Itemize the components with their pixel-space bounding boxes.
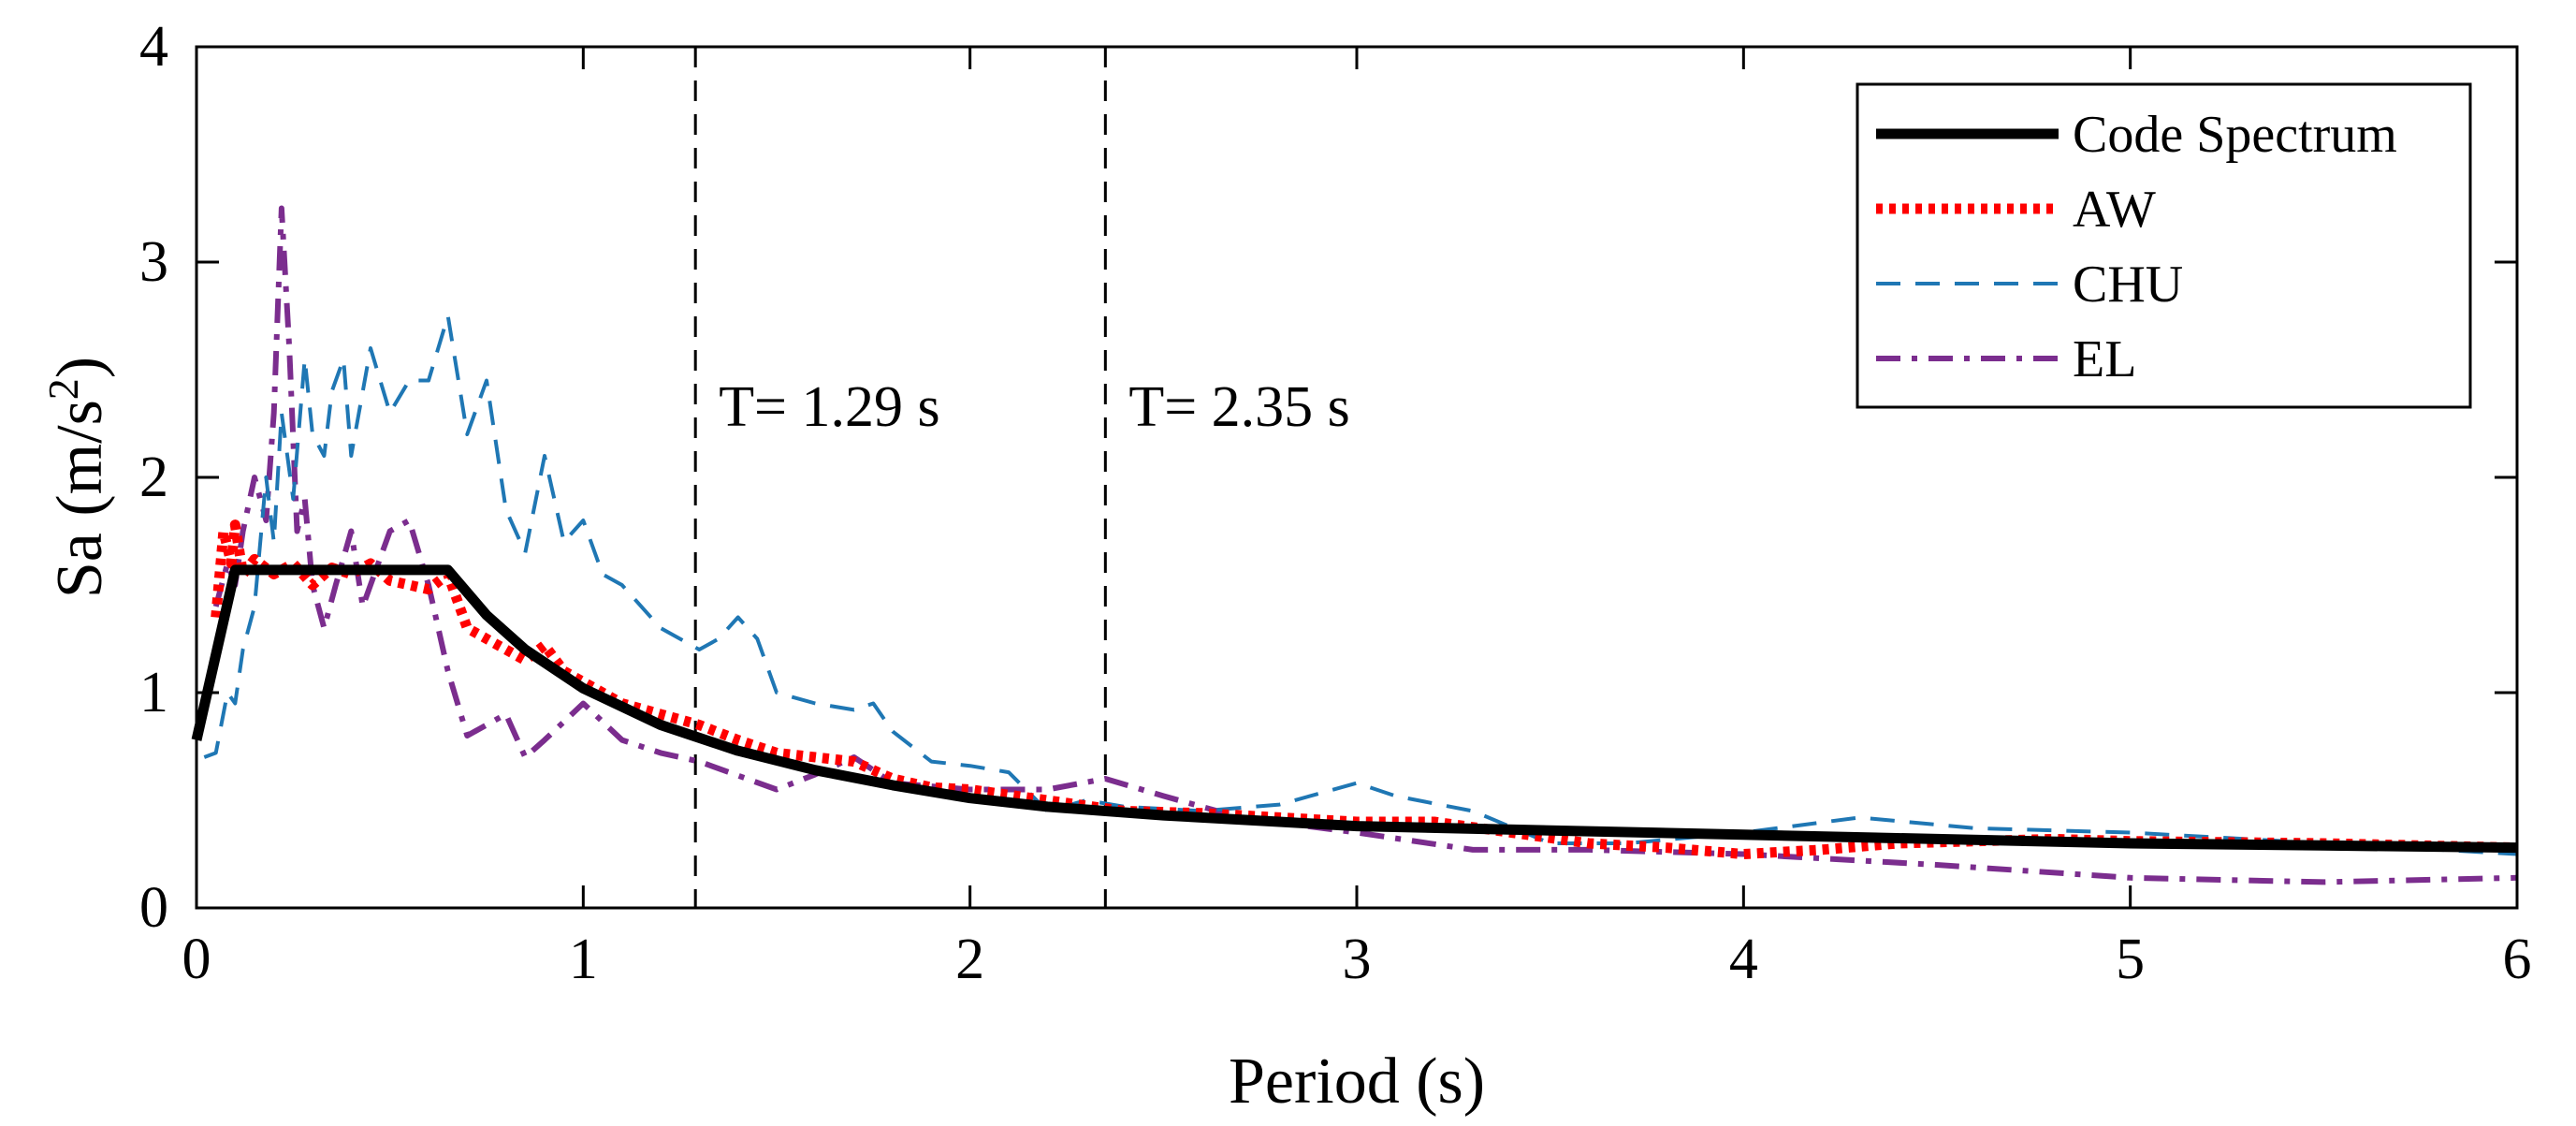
- legend: Code Spectrum AW CHU EL: [1856, 82, 2472, 409]
- series-layer: [191, 205, 2518, 885]
- y-axis-title: Sa (m/s2): [39, 357, 117, 598]
- y-axis-title-main: Sa (m/s: [44, 400, 116, 598]
- series-line-code-spectrum: [191, 564, 2518, 854]
- y-tick-label: 2: [139, 446, 168, 509]
- y-tick-label: 1: [139, 661, 168, 724]
- x-tick-label: 6: [2503, 928, 2532, 991]
- y-tick-label: 3: [139, 230, 168, 294]
- y-axis-title-superscript: 2: [39, 378, 87, 400]
- reference-line-label: T= 2.35 s: [1128, 375, 1349, 439]
- x-tick-label: 0: [182, 928, 211, 991]
- x-tick-label: 4: [1729, 928, 1758, 991]
- x-tick-label: 2: [955, 928, 984, 991]
- ticks-layer: 0 1 2 3 4 5 6 0 1 2 3 4: [139, 15, 2532, 991]
- y-axis-title-close: ): [44, 357, 116, 378]
- legend-label: CHU: [2073, 256, 2183, 314]
- series-line-chu: [203, 314, 2518, 856]
- x-tick-label: 3: [1343, 928, 1372, 991]
- y-tick-label: 0: [139, 876, 168, 940]
- x-tick-label: 1: [569, 928, 598, 991]
- legend-label: Code Spectrum: [2073, 106, 2397, 164]
- series-line-aw: [211, 519, 2518, 859]
- x-axis-title: Period (s): [1229, 1046, 1485, 1118]
- svg-text:Sa (m/s2): Sa (m/s2): [39, 357, 117, 598]
- x-tick-label: 5: [2116, 928, 2145, 991]
- y-tick-label: 4: [139, 15, 168, 79]
- legend-label: AW: [2073, 181, 2156, 239]
- reference-line-label: T= 1.29 s: [719, 375, 939, 439]
- reference-lines: T= 1.29 s T= 2.35 s: [693, 47, 1350, 908]
- legend-label: EL: [2073, 330, 2136, 388]
